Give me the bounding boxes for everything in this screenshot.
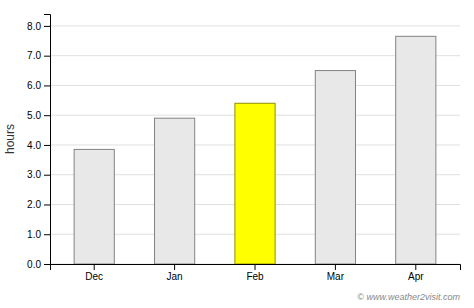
grid	[50, 26, 460, 264]
tick-mark	[44, 145, 50, 146]
tick-mark	[44, 234, 50, 235]
y-tick: 1.0	[27, 229, 50, 240]
x-tick: Apr	[408, 264, 424, 282]
tick-mark	[335, 264, 336, 270]
tick-mark	[44, 115, 50, 116]
tick-label: Feb	[246, 271, 264, 282]
tick-mark	[44, 264, 50, 265]
tick-label: Apr	[408, 271, 424, 282]
y-axis-label: hours	[3, 124, 17, 154]
tick-label: Jan	[167, 271, 183, 282]
tick-label: Mar	[327, 271, 345, 282]
tick-label: 3.0	[27, 169, 41, 180]
y-tick: 8.0	[27, 21, 50, 32]
x-axis: Dec Jan Feb Mar Apr	[51, 264, 461, 282]
axis-line	[44, 15, 51, 265]
tick-mark	[44, 26, 50, 27]
tick-label: 5.0	[27, 110, 41, 121]
tick-mark	[44, 175, 50, 176]
annotation: © www.weather2visit.com	[357, 292, 460, 302]
y-tick: 3.0	[27, 169, 50, 180]
grid-line	[50, 25, 460, 26]
tick-mark	[44, 56, 50, 57]
x-tick: Mar	[327, 264, 345, 282]
y-tick: 2.0	[27, 199, 50, 210]
tick-label: 4.0	[27, 140, 41, 151]
tick-mark	[94, 264, 95, 270]
tick-mark	[174, 264, 175, 270]
x-tick: Feb	[246, 264, 264, 282]
tick-label: 6.0	[27, 80, 41, 91]
tick-label: 7.0	[27, 50, 41, 61]
x-tick: Dec	[85, 264, 103, 282]
tick-label: 2.0	[27, 199, 41, 210]
bar	[74, 149, 114, 264]
tick-mark	[415, 264, 416, 270]
bar	[155, 118, 195, 264]
bar	[235, 103, 275, 264]
bar	[396, 36, 436, 264]
y-tick: 7.0	[27, 50, 50, 61]
axis-line	[51, 265, 461, 271]
tick-label: 1.0	[27, 229, 41, 240]
y-tick: 0.0	[27, 259, 50, 270]
tick-mark	[255, 264, 256, 270]
tick-mark	[44, 85, 50, 86]
tick-label: 8.0	[27, 21, 41, 32]
y-axis: 0.0 1.0 2.0 3.0 4.0 5.0 6.0 7.0 8.0	[27, 15, 50, 270]
chart: 0.0 1.0 2.0 3.0 4.0 5.0 6.0 7.0 8.0 Dec Jan Feb Mar A…	[0, 0, 474, 308]
y-tick: 4.0	[27, 140, 50, 151]
y-tick: 5.0	[27, 110, 50, 121]
bars	[74, 36, 436, 264]
tick-mark	[44, 204, 50, 205]
tick-label: Dec	[85, 271, 103, 282]
tick-label: 0.0	[27, 259, 41, 270]
x-tick: Jan	[167, 264, 183, 282]
plot: 0.0 1.0 2.0 3.0 4.0 5.0 6.0 7.0 8.0 Dec Jan Feb Mar A…	[27, 15, 460, 283]
y-tick: 6.0	[27, 80, 50, 91]
bar	[315, 71, 355, 264]
